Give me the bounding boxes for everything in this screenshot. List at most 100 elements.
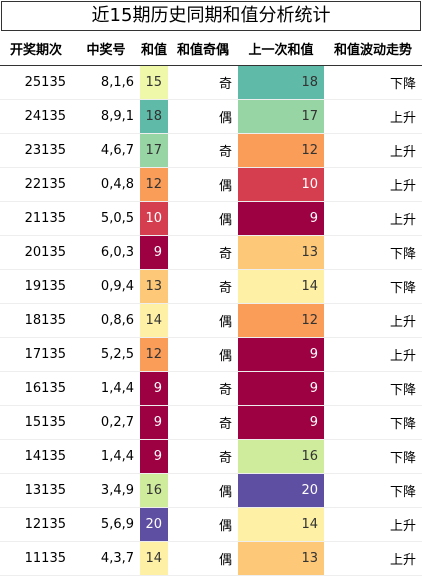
table-cell: 上升 [389,111,416,126]
table-cell: 10 [140,202,168,235]
column-header: 和值波动走势 [333,42,412,58]
table-cell: 14 [238,270,324,303]
table-row: 21135 5,0,5 10 偶 9 上升 [0,202,422,236]
table-cell: 15 [140,66,168,99]
table-cell: 20 [140,508,168,541]
table-cell: 18 [140,100,168,133]
table-cell: 13 [238,542,324,575]
table-cell: 偶 [218,553,232,568]
table-cell: 0,4,8 [100,177,134,192]
table-body: 25135 8,1,6 15 奇 18 下降 24135 8,9,1 18 偶 17 上升 23135 4… [0,66,422,576]
table-cell: 下降 [389,281,416,296]
table-cell: 16 [238,440,324,473]
table-cell: 17135 [24,347,66,362]
table-cell: 25135 [24,75,66,90]
column-header: 和值奇偶 [176,42,229,58]
table-cell: 0,2,7 [100,415,134,430]
table-cell: 奇 [218,383,232,398]
header-row: 开奖期次 中奖号 和值 和值奇偶 上一次和值 和值波动走势 [0,31,422,66]
table-cell: 12 [140,168,168,201]
table-cell: 1,4,4 [100,381,134,396]
table-cell: 21135 [24,211,66,226]
table-cell: 8,9,1 [100,109,134,124]
table-cell: 17 [140,134,168,167]
table-cell: 1,4,4 [100,449,134,464]
table-cell: 上升 [389,519,416,534]
table-cell: 9 [238,372,324,405]
table-cell: 偶 [218,349,232,364]
table-cell: 偶 [218,213,232,228]
table-cell: 下降 [389,451,416,466]
table-cell: 9 [140,406,168,439]
table-row: 18135 0,8,6 14 偶 12 上升 [0,304,422,338]
table-cell: 5,6,9 [100,517,134,532]
table-cell: 16135 [24,381,66,396]
title: 近15期历史同期和值分析统计 [1,1,421,31]
table-cell: 5,2,5 [100,347,134,362]
table-cell: 下降 [389,417,416,432]
table-cell: 上升 [389,179,416,194]
table-cell: 9 [140,372,168,405]
table-row: 24135 8,9,1 18 偶 17 上升 [0,100,422,134]
table-cell: 12135 [24,517,66,532]
table-row: 23135 4,6,7 17 奇 12 上升 [0,134,422,168]
table-cell: 8,1,6 [100,75,134,90]
table-cell: 12 [140,338,168,371]
table-cell: 18135 [24,313,66,328]
table-row: 16135 1,4,4 9 奇 9 下降 [0,372,422,406]
table-cell: 9 [140,236,168,269]
table-cell: 23135 [24,143,66,158]
table-cell: 偶 [218,485,232,500]
table-cell: 14135 [24,449,66,464]
column-header: 上一次和值 [248,42,314,58]
table-cell: 19135 [24,279,66,294]
table-cell: 5,0,5 [100,211,134,226]
table-cell: 上升 [389,145,416,160]
table-cell: 上升 [389,349,416,364]
table-row: 25135 8,1,6 15 奇 18 下降 [0,66,422,100]
table-cell: 22135 [24,177,66,192]
table-cell: 4,6,7 [100,143,134,158]
table-cell: 上升 [389,213,416,228]
table-cell: 6,0,3 [100,245,134,260]
table-cell: 20135 [24,245,66,260]
table-row: 17135 5,2,5 12 偶 9 上升 [0,338,422,372]
table-cell: 9 [238,338,324,371]
table-cell: 12 [238,304,324,337]
table-cell: 0,8,6 [100,313,134,328]
table-cell: 12 [238,134,324,167]
table-cell: 下降 [389,77,416,92]
table-cell: 9 [238,202,324,235]
column-header: 开奖期次 [9,42,62,58]
table-cell: 奇 [218,77,232,92]
table-cell: 上升 [389,553,416,568]
table-cell: 偶 [218,315,232,330]
column-header: 和值 [140,42,167,58]
table-row: 19135 0,9,4 13 奇 14 下降 [0,270,422,304]
table-cell: 下降 [389,485,416,500]
table-cell: 偶 [218,519,232,534]
table-cell: 11135 [24,551,66,566]
table-cell: 13 [140,270,168,303]
table-row: 20135 6,0,3 9 奇 13 下降 [0,236,422,270]
table-row: 15135 0,2,7 9 奇 9 下降 [0,406,422,440]
table-cell: 13135 [24,483,66,498]
table-cell: 9 [238,406,324,439]
table-cell: 18 [238,66,324,99]
table-cell: 14 [140,542,168,575]
table-cell: 14 [238,508,324,541]
table-row: 14135 1,4,4 9 奇 16 下降 [0,440,422,474]
table-cell: 0,9,4 [100,279,134,294]
table-cell: 奇 [218,417,232,432]
table-cell: 下降 [389,383,416,398]
table-cell: 偶 [218,111,232,126]
table-cell: 14 [140,304,168,337]
table-row: 12135 5,6,9 20 偶 14 上升 [0,508,422,542]
table-row: 13135 3,4,9 16 偶 20 下降 [0,474,422,508]
table-cell: 奇 [218,281,232,296]
table-cell: 13 [238,236,324,269]
table-cell: 上升 [389,315,416,330]
table-cell: 9 [140,440,168,473]
column-header: 中奖号 [86,42,126,58]
